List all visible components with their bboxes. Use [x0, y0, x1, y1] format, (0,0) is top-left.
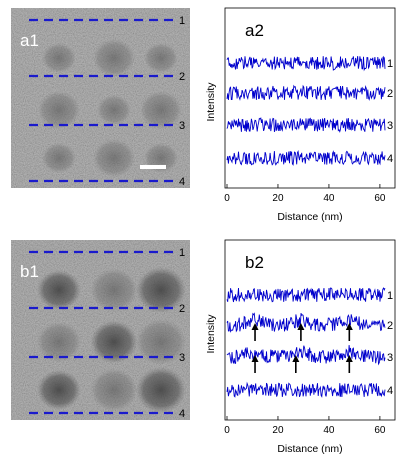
micrograph-b1-scan-lines: 1 2 3 4 — [29, 247, 185, 420]
particle — [93, 39, 135, 77]
series-line-4 — [226, 149, 386, 166]
scale-bar — [140, 165, 166, 169]
plot-a2-frame — [224, 7, 396, 189]
arrow-head — [345, 323, 353, 330]
micrograph-b1-particles — [37, 267, 186, 413]
arrow-head — [251, 355, 259, 362]
series-line-2 — [226, 84, 386, 101]
plot-a2: a2 Distance (nm) Intensity 0 20 40 60 1 2 3 4 — [205, 7, 396, 223]
micrograph-a1-particles — [38, 39, 182, 177]
scan-line-label: 4 — [179, 176, 185, 188]
plot-b2-traces — [226, 287, 386, 398]
x-tick-label: 0 — [224, 193, 230, 204]
plot-a2-xlabel: Distance (nm) — [277, 211, 342, 223]
scan-line-label: 3 — [179, 352, 185, 364]
series-label: 1 — [387, 290, 393, 302]
plot-a2-title: a2 — [245, 21, 264, 40]
plot-b2-ylabel: Intensity — [205, 314, 217, 354]
series-label: 3 — [387, 120, 393, 132]
series-label: 2 — [387, 320, 393, 332]
scan-line-label: 1 — [179, 15, 185, 27]
series-line-3 — [226, 117, 386, 133]
plot-a2-ticks: 0 20 40 60 — [224, 184, 386, 204]
micrograph-b1: 1 2 3 4 b1 — [11, 240, 190, 420]
series-label: 4 — [387, 153, 393, 165]
plot-a2-traces — [226, 55, 386, 166]
plot-b2-xlabel: Distance (nm) — [277, 443, 342, 455]
x-tick-label: 40 — [323, 193, 335, 204]
particle — [144, 43, 178, 73]
particle — [136, 319, 186, 365]
plot-b2-ticks: 0 20 40 60 — [224, 416, 386, 436]
micrograph-a1-scan-lines: 1 2 3 4 — [29, 15, 185, 188]
particle — [37, 370, 81, 410]
scan-line-label: 2 — [179, 71, 185, 83]
particle — [90, 320, 138, 364]
series-line-1 — [226, 55, 386, 72]
series-label: 2 — [387, 88, 393, 100]
series-line-2 — [226, 312, 386, 333]
scan-line-label: 3 — [179, 120, 185, 132]
arrow-head — [251, 323, 259, 330]
particle — [136, 367, 186, 413]
x-tick-label: 60 — [374, 193, 386, 204]
panel-label-b1: b1 — [20, 262, 39, 281]
plot-b2-series-labels: 1 2 3 4 — [387, 290, 393, 397]
plot-b2-title: b2 — [245, 253, 264, 272]
panel-label-a1: a1 — [20, 31, 39, 50]
series-line-1 — [226, 287, 386, 303]
series-label: 4 — [387, 385, 393, 397]
series-label: 3 — [387, 352, 393, 364]
plot-a2-ylabel: Intensity — [205, 82, 217, 122]
particle — [90, 268, 138, 312]
x-tick-label: 40 — [323, 425, 335, 436]
arrow-head — [345, 355, 353, 362]
plot-b2-frame — [224, 239, 396, 421]
particle — [136, 267, 186, 313]
particle — [42, 43, 76, 73]
series-label: 1 — [387, 58, 393, 70]
particle — [38, 91, 80, 129]
scan-line-label: 2 — [179, 303, 185, 315]
x-tick-label: 0 — [224, 425, 230, 436]
particle — [93, 139, 135, 177]
series-line-4 — [226, 381, 386, 398]
x-tick-label: 60 — [374, 425, 386, 436]
x-tick-label: 20 — [272, 193, 284, 204]
particle — [37, 270, 81, 310]
scan-line-label: 1 — [179, 247, 185, 259]
scan-line-label: 4 — [179, 408, 185, 420]
particle — [42, 143, 76, 173]
particle — [90, 368, 138, 412]
plot-b2: b2 Distance (nm) Intensity 0 20 40 60 1 2 3 4 — [205, 239, 396, 455]
x-tick-label: 20 — [272, 425, 284, 436]
arrow-head — [292, 355, 300, 362]
particle — [97, 95, 131, 125]
particle — [140, 91, 182, 129]
series-line-3 — [226, 345, 386, 366]
plot-a2-series-labels: 1 2 3 4 — [387, 58, 393, 165]
micrograph-a1: 1 2 3 4 a1 — [11, 8, 190, 188]
particle — [37, 322, 81, 362]
arrow-head — [297, 323, 305, 330]
plot-b2-arrows — [251, 323, 353, 373]
